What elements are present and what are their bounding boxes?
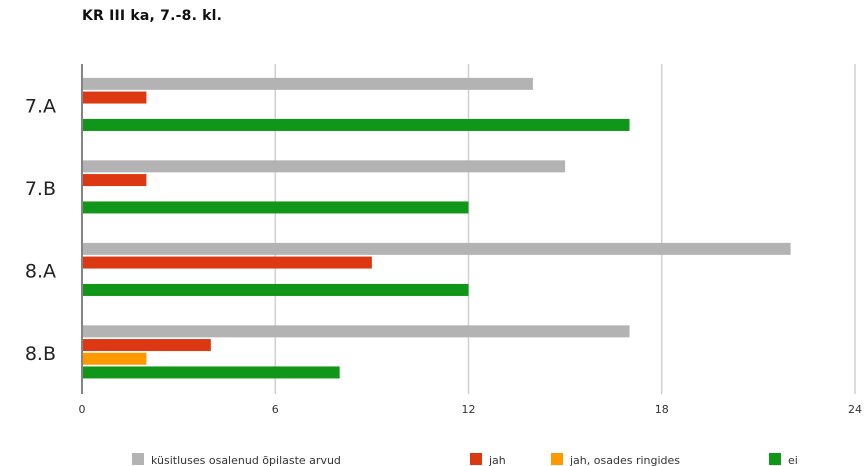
bars bbox=[83, 77, 791, 379]
bar bbox=[83, 325, 630, 338]
category-label: 7.B bbox=[25, 178, 56, 200]
gridlines bbox=[274, 64, 856, 394]
bar bbox=[83, 283, 469, 296]
bar bbox=[83, 118, 630, 131]
category-label: 8.B bbox=[25, 343, 56, 365]
legend-label: jah bbox=[488, 454, 506, 466]
bar bbox=[83, 339, 211, 352]
bar bbox=[83, 201, 469, 214]
x-tick-label: 18 bbox=[655, 403, 669, 416]
x-tick-label: 0 bbox=[79, 403, 86, 416]
legend-swatch bbox=[551, 453, 563, 465]
legend-swatch bbox=[470, 453, 482, 465]
legend-label: jah, osades ringides bbox=[569, 454, 680, 466]
legend-swatch bbox=[769, 453, 781, 465]
legend: küsitluses osalenud õpilaste arvud jah jah… bbox=[132, 453, 798, 466]
x-tick-label: 24 bbox=[848, 403, 862, 416]
category-label: 7.A bbox=[25, 95, 56, 117]
bar bbox=[83, 242, 791, 255]
x-tick-label: 6 bbox=[272, 403, 279, 416]
chart-title: KR III ka, 7.-8. kl. bbox=[82, 8, 223, 24]
category-label: 8.A bbox=[25, 260, 56, 282]
tick-labels: 0 6 12 18 24 bbox=[79, 403, 863, 416]
bar bbox=[83, 174, 147, 187]
bar bbox=[83, 77, 533, 90]
legend-label: ei bbox=[788, 454, 798, 466]
legend-label: küsitluses osalenud õpilaste arvud bbox=[151, 454, 341, 466]
bar bbox=[83, 160, 566, 173]
bar bbox=[83, 91, 147, 104]
bar bbox=[83, 256, 372, 269]
bar bbox=[83, 352, 147, 365]
category-labels: 7.A 7.B 8.A 8.B bbox=[25, 95, 56, 365]
bar bbox=[83, 366, 340, 379]
legend-swatch bbox=[132, 453, 144, 465]
x-tick-label: 12 bbox=[462, 403, 476, 416]
